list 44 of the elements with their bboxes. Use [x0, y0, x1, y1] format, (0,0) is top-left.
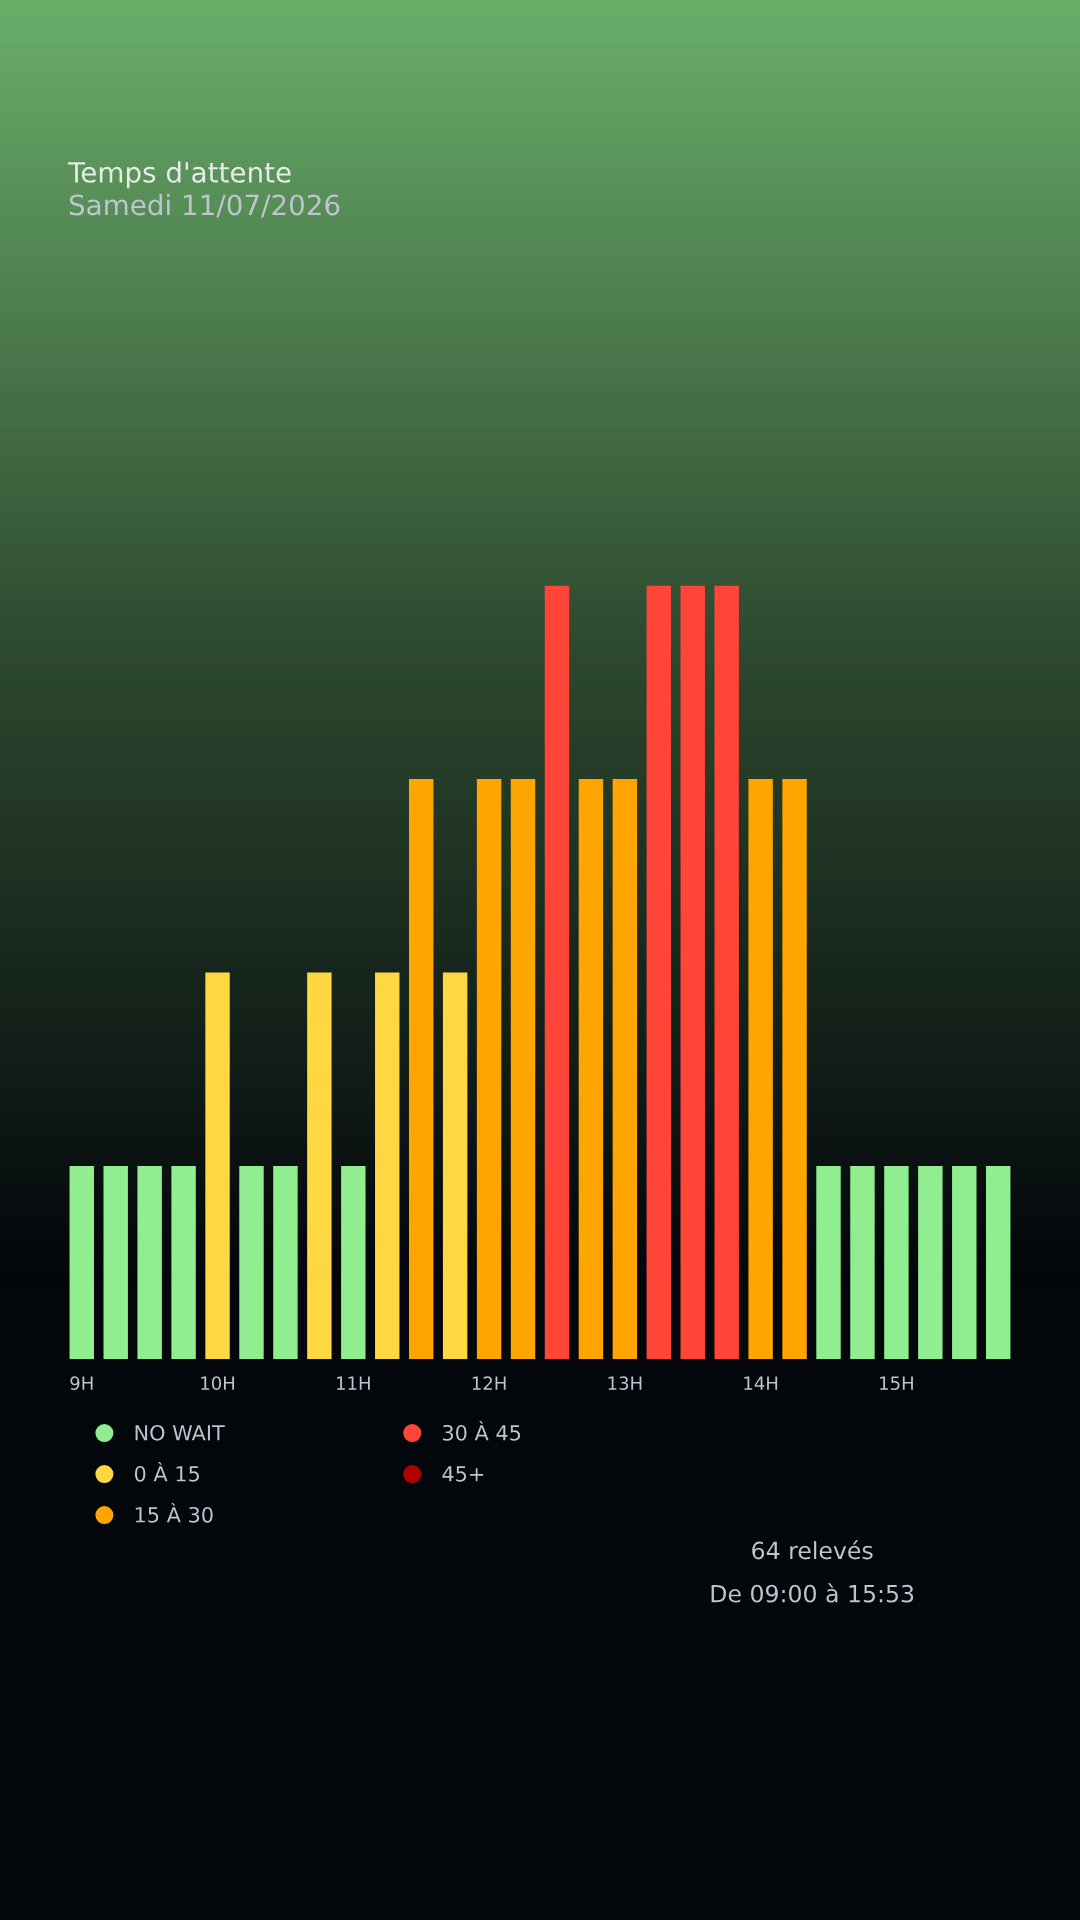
x-tick-label: 13H: [608, 1376, 642, 1390]
x-tick-label: 12H: [472, 1376, 506, 1390]
x-tick-label: 10H: [201, 1376, 235, 1390]
legend-label: 15 À 30: [135, 1503, 213, 1523]
bar: [239, 1165, 264, 1360]
bar: [137, 1165, 162, 1360]
bar: [816, 1165, 841, 1360]
bar: [850, 1165, 875, 1360]
legend-label: 0 À 15: [134, 1462, 199, 1482]
bar: [952, 1165, 977, 1360]
bar: [578, 779, 604, 1360]
bar: [884, 1165, 909, 1360]
bar: [680, 585, 705, 1360]
bar: [103, 1165, 128, 1360]
bar: [69, 1165, 94, 1360]
chart-subtitle: Samedi 11/07/2026: [69, 193, 340, 218]
bar: [476, 779, 502, 1360]
bar: [782, 779, 807, 1360]
legend-label: 45+: [442, 1466, 484, 1482]
bar: [510, 779, 536, 1360]
bar: [714, 585, 739, 1360]
x-tick-label: 14H: [744, 1376, 778, 1390]
bar: [442, 972, 468, 1360]
bar: [375, 972, 400, 1360]
chart-title: Temps d'attente: [67, 161, 291, 189]
legend-label: 30 À 45: [442, 1421, 521, 1441]
bar: [171, 1165, 196, 1360]
x-tick-label: 15H: [880, 1376, 913, 1390]
bar: [646, 585, 672, 1360]
legend-label: NO WAIT: [135, 1424, 225, 1441]
bar: [986, 1165, 1011, 1360]
bar: [918, 1165, 943, 1360]
bar: [341, 1165, 366, 1360]
bar: [205, 972, 230, 1360]
text: De 09:00 à 15:53: [711, 1583, 914, 1603]
text: 64 relevés: [752, 1540, 873, 1560]
bar: [307, 972, 332, 1360]
x-tick-label: 11H: [337, 1376, 370, 1390]
bar: [748, 779, 773, 1360]
bar: [408, 779, 434, 1360]
x-tick-label: 9H: [70, 1376, 93, 1390]
bar: [544, 585, 570, 1360]
bar: [612, 779, 638, 1360]
bar: [273, 1165, 298, 1360]
